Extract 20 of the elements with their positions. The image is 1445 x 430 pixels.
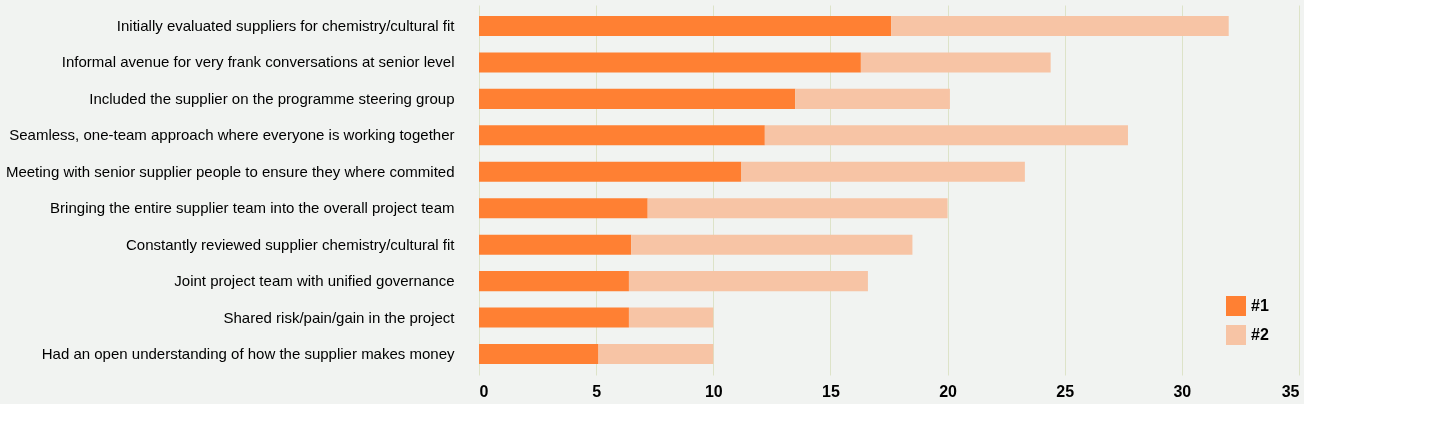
y-tick-label: Informal avenue for very frank conversations at senior level xyxy=(61,53,455,71)
x-tick-label: 20 xyxy=(939,382,958,400)
legend-label: #2 xyxy=(1251,326,1269,343)
x-tick-label: 10 xyxy=(704,382,723,400)
x-tick-label: 15 xyxy=(822,382,840,400)
x-tick-label: 25 xyxy=(1056,382,1075,400)
y-tick-label: Constantly reviewed supplier chemistry/cultural fit xyxy=(126,235,456,253)
y-tick-label: Meeting with senior supplier people to ensure they where commited xyxy=(5,162,455,180)
y-tick-label: Shared risk/pain/gain in the project xyxy=(223,308,456,326)
y-tick-label: Initially evaluated suppliers for chemistry/cultural fit xyxy=(116,16,456,34)
y-tick-label: Included the supplier on the programme steering group xyxy=(89,89,455,107)
x-tick-label: 5 xyxy=(592,382,602,400)
y-tick-label: Had an open understanding of how the supplier makes money xyxy=(41,345,455,363)
x-tick-label: 35 xyxy=(1281,382,1300,400)
y-tick-label: Bringing the entire supplier team into the overall project team xyxy=(50,199,455,217)
x-tick-label: 30 xyxy=(1173,382,1192,400)
legend-label: #1 xyxy=(1251,297,1269,314)
y-tick-label: Joint project team with unified governance xyxy=(174,272,455,290)
x-tick-label: 0 xyxy=(479,382,489,400)
y-tick-label: Seamless, one-team approach where everyone is working together xyxy=(9,126,455,144)
